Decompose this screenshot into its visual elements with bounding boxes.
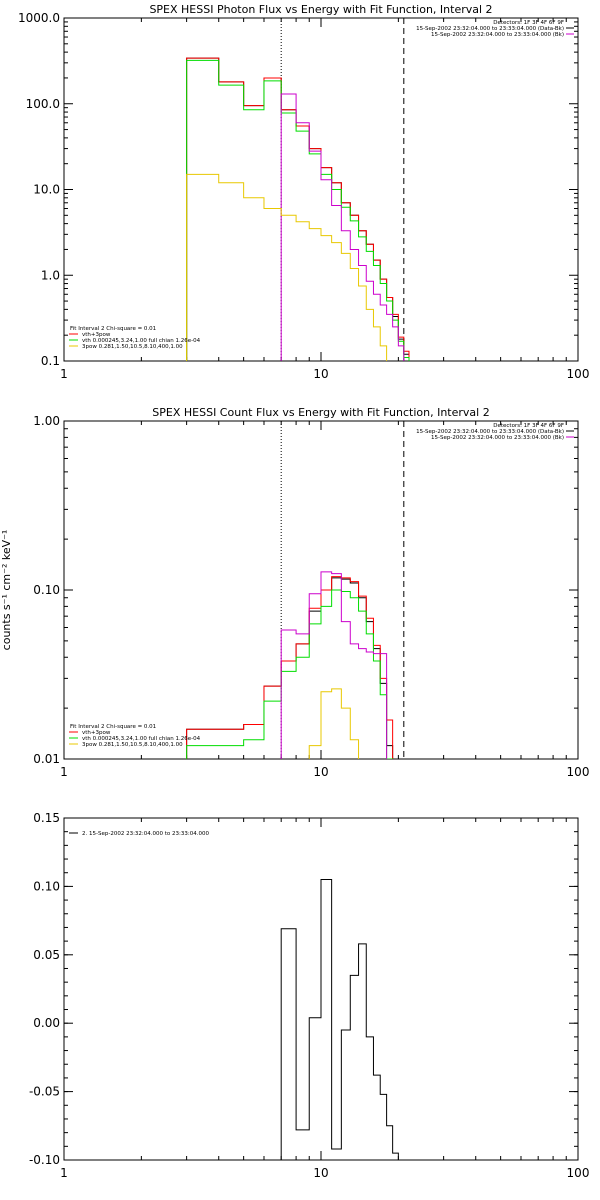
y-tick-label: 10.0 bbox=[33, 183, 60, 197]
x-tick-label: 100 bbox=[567, 367, 590, 381]
y-tick-label: 0.00 bbox=[33, 1016, 60, 1030]
legend-right-entry: 15-Sep-2002 23:32:04.000 to 23:33:04.000… bbox=[431, 32, 564, 38]
series-line-1 bbox=[186, 577, 415, 759]
panel-3: 1 10 100 -0.10 -0.05 0.00 0.05 0.10 0.15 2. 15-Se… bbox=[29, 811, 590, 1180]
legend-left-entry: vth+3pow bbox=[82, 730, 111, 736]
plot-frame bbox=[63, 17, 579, 362]
series-line-3 bbox=[186, 59, 415, 361]
x-tick-label: 10 bbox=[313, 1166, 328, 1180]
y-tick-label: 0.01 bbox=[33, 752, 60, 766]
x-tick-label: 10 bbox=[313, 367, 328, 381]
chart-title: SPEX HESSI Photon Flux vs Energy with Fi… bbox=[149, 3, 492, 16]
legend-right-entry: 15-Sep-2002 23:32:04.000 to 23:33:04.000… bbox=[416, 429, 564, 435]
x-tick-label: 1 bbox=[60, 367, 68, 381]
legend-right-entry: Detectors: 1F 3F 4F 6F 9F bbox=[493, 423, 564, 429]
fit-info-text: Fit Interval 2 Chi-square = 0.01 bbox=[70, 326, 156, 332]
x-tick-label: 1 bbox=[60, 765, 68, 779]
y-tick-label: -0.05 bbox=[29, 1085, 60, 1099]
legend-left-entry: 3pow 0.281,1.50,10.5,8.10,400,1.00 bbox=[82, 742, 183, 748]
y-axis-label: counts s⁻¹ cm⁻² keV⁻¹ bbox=[0, 530, 13, 651]
x-tick-label: 1 bbox=[60, 1166, 68, 1180]
panel-2: SPEX HESSI Count Flux vs Energy with Fit… bbox=[0, 406, 590, 779]
series-line-4 bbox=[186, 571, 415, 759]
legend-left-entry: vth 0.000245,3.24,1.00 full chian 1.26e-… bbox=[82, 736, 201, 742]
legend-left-entry: vth+3pow bbox=[82, 332, 111, 338]
y-tick-label: 0.10 bbox=[33, 879, 60, 893]
y-tick-label: 0.05 bbox=[33, 948, 60, 962]
chart-title: SPEX HESSI Count Flux vs Energy with Fit… bbox=[152, 406, 489, 419]
legend-left-entry: 2. 15-Sep-2002 23:32:04.000 to 23:33:04.… bbox=[82, 831, 209, 837]
series-line-4 bbox=[186, 93, 415, 361]
legend-left-entry: 3pow 0.281,1.50,10.5,8.10,400,1.00 bbox=[82, 344, 183, 350]
x-tick-label: 100 bbox=[567, 1166, 590, 1180]
series-line-1 bbox=[280, 879, 399, 1160]
legend-right-entry: 15-Sep-2002 23:32:04.000 to 23:33:04.000… bbox=[431, 435, 564, 441]
y-tick-label: 1000.0 bbox=[18, 11, 60, 25]
legend-left-entry: vth 0.000245,3.24,1.00 full chian 1.26e-… bbox=[82, 338, 201, 344]
series-line-2 bbox=[186, 576, 415, 759]
y-tick-label: -0.10 bbox=[29, 1153, 60, 1167]
series-line-5 bbox=[186, 688, 415, 759]
series-group bbox=[280, 879, 399, 1160]
y-tick-label: 0.1 bbox=[41, 354, 60, 368]
y-tick-label: 100.0 bbox=[26, 97, 60, 111]
legend-right-entry: Detectors: 1F 3F 4F 6F 9F bbox=[493, 20, 564, 26]
fit-info-text: Fit Interval 2 Chi-square = 0.01 bbox=[70, 724, 156, 730]
y-tick-label: 0.15 bbox=[33, 811, 60, 825]
y-tick-label: 1.00 bbox=[33, 414, 60, 428]
x-tick-label: 10 bbox=[313, 765, 328, 779]
x-tick-label: 100 bbox=[567, 765, 590, 779]
y-tick-label: 0.10 bbox=[33, 583, 60, 597]
legend-right-entry: 15-Sep-2002 23:32:04.000 to 23:33:04.000… bbox=[416, 26, 564, 32]
panel-1: SPEX HESSI Photon Flux vs Energy with Fi… bbox=[18, 3, 590, 381]
y-tick-label: 1.0 bbox=[41, 268, 60, 282]
series-group bbox=[186, 57, 415, 361]
series-line-3 bbox=[186, 589, 415, 759]
series-line-5 bbox=[186, 173, 415, 361]
series-group bbox=[186, 571, 415, 759]
